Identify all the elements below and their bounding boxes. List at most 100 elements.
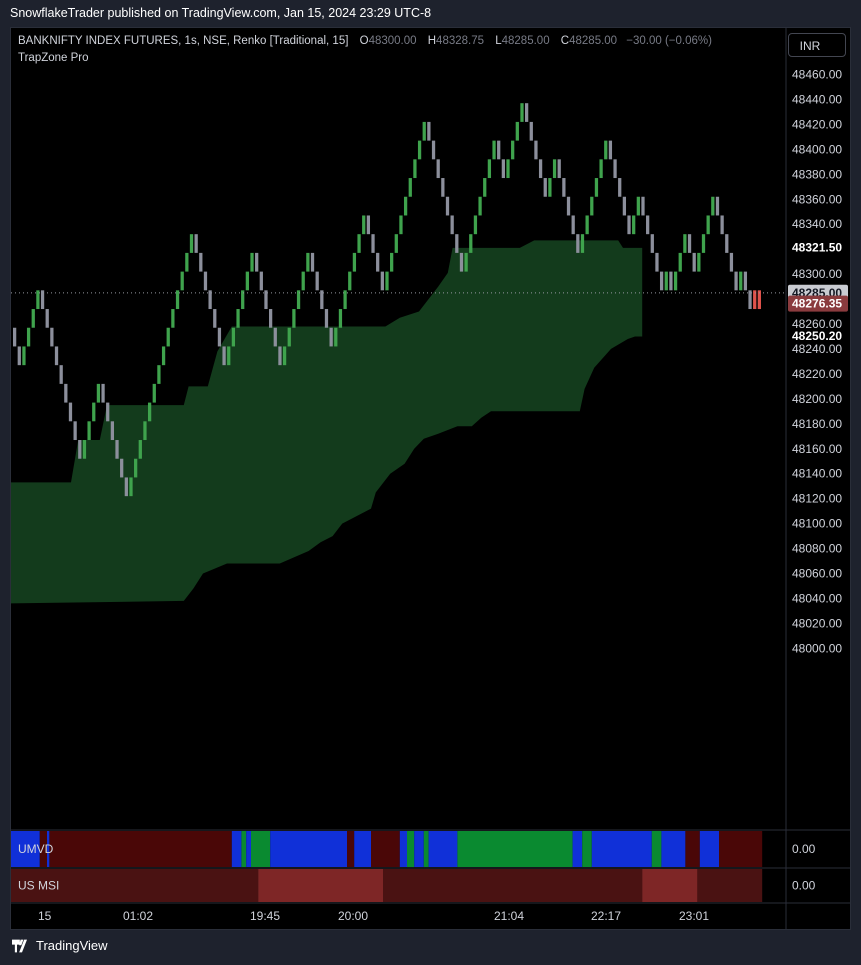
renko-brick: [236, 309, 240, 328]
renko-brick: [455, 234, 459, 253]
indicator-name[interactable]: TrapZone Pro: [18, 52, 89, 64]
y-tick-label: 48020.00: [792, 616, 842, 630]
renko-brick: [138, 440, 142, 459]
renko-brick: [511, 140, 515, 160]
renko-brick: [68, 402, 73, 422]
renko-brick: [515, 121, 519, 141]
umvd-segment: [231, 831, 242, 867]
renko-brick: [590, 196, 594, 216]
renko-brick: [227, 346, 231, 366]
trap-zone-area: [11, 240, 643, 604]
symbol-title: BANKNIFTY INDEX FUTURES, 1s, NSE, Renko …: [18, 35, 349, 47]
umvd-segment: [399, 831, 407, 867]
renko-brick: [403, 196, 408, 216]
renko-brick: [571, 215, 575, 235]
umvd-segment: [572, 831, 583, 867]
umvd-segment: [354, 831, 371, 867]
y-tick-label: 48380.00: [792, 167, 842, 181]
y-tick-label: 48440.00: [792, 93, 842, 107]
renko-brick: [664, 271, 668, 291]
y-tick-label: 48400.00: [792, 142, 842, 156]
renko-brick: [627, 215, 631, 235]
change-value: −30.00 (−0.06%): [626, 35, 712, 47]
renko-brick: [725, 234, 729, 253]
renko-brick: [343, 290, 347, 310]
chart-canvas[interactable]: 48460.00 48440.00 48420.00 48400.00 48380.00…: [11, 28, 850, 929]
renko-brick: [706, 215, 710, 235]
renko-brick: [147, 402, 152, 422]
renko-brick: [552, 159, 557, 179]
renko-brick: [380, 271, 384, 291]
renko-brick: [73, 421, 77, 441]
umvd-segment: [11, 831, 40, 867]
renko-brick: [673, 271, 678, 291]
y-tick-label: 48160.00: [792, 442, 842, 456]
renko-brick: [175, 290, 180, 310]
renko-brick: [413, 159, 417, 179]
renko-brick: [417, 140, 422, 160]
renko-brick: [96, 383, 101, 403]
renko-brick: [497, 140, 501, 160]
umvd-segment: [371, 831, 400, 867]
umvd-label: UMVD: [18, 842, 54, 856]
x-tick-label: 19:45: [250, 909, 280, 923]
renko-brick: [306, 252, 310, 272]
renko-brick: [646, 215, 650, 235]
renko-brick: [189, 234, 194, 253]
renko-brick: [618, 178, 622, 197]
renko-brick: [329, 327, 333, 347]
renko-brick: [557, 159, 561, 179]
renko-brick: [185, 252, 189, 272]
renko-brick: [54, 346, 59, 366]
renko-brick: [650, 234, 654, 253]
renko-brick: [115, 440, 119, 459]
y-tick-label: 48420.00: [792, 117, 842, 131]
chart-frame[interactable]: 48460.00 48440.00 48420.00 48400.00 48380.00…: [10, 27, 851, 930]
renko-brick: [320, 290, 324, 310]
y-tick-label: 48300.00: [792, 267, 842, 281]
umvd-segment: [685, 831, 700, 867]
umvd-segment: [651, 831, 662, 867]
renko-brick: [366, 215, 371, 235]
renko-brick: [692, 252, 696, 272]
currency-button[interactable]: INR: [788, 33, 846, 57]
renko-brick: [101, 383, 105, 403]
renko-brick: [59, 365, 63, 384]
renko-brick: [82, 440, 87, 459]
footer-brand-label: TradingView: [36, 938, 108, 953]
y-tick-label: 48000.00: [792, 641, 842, 655]
umvd-segment: [582, 831, 592, 867]
symbol-legend: BANKNIFTY INDEX FUTURES, 1s, NSE, Renko …: [18, 35, 712, 47]
renko-brick: [40, 290, 45, 310]
renko-brick: [599, 159, 603, 179]
renko-brick: [13, 327, 17, 347]
footer-brand[interactable]: TradingView: [12, 938, 108, 953]
renko-brick: [534, 140, 538, 160]
price-badge-bg: [788, 328, 848, 345]
y-tick-label: 48340.00: [792, 217, 842, 231]
y-tick-label: 48040.00: [792, 592, 842, 606]
renko-brick: [566, 196, 571, 216]
renko-brick: [399, 215, 403, 235]
renko-brick: [245, 271, 249, 291]
renko-brick: [608, 140, 613, 160]
renko-brick: [739, 271, 743, 291]
renko-brick: [273, 327, 277, 347]
renko-brick: [213, 309, 217, 328]
us-msi-segment: [383, 869, 643, 902]
renko-brick: [529, 121, 533, 141]
renko-brick: [408, 178, 412, 197]
price-badge-label: 48321.50: [792, 240, 842, 254]
y-tick-label: 48460.00: [792, 68, 842, 82]
renko-brick: [711, 196, 715, 216]
renko-brick: [576, 234, 580, 253]
renko-brick: [376, 252, 380, 272]
renko-brick: [157, 365, 161, 384]
renko-brick: [580, 234, 585, 253]
renko-brick: [743, 271, 748, 291]
renko-brick: [17, 346, 21, 366]
umvd-segment: [407, 831, 415, 867]
us-msi-segment: [11, 869, 259, 902]
umvd-segment: [661, 831, 686, 867]
renko-brick: [464, 252, 468, 272]
